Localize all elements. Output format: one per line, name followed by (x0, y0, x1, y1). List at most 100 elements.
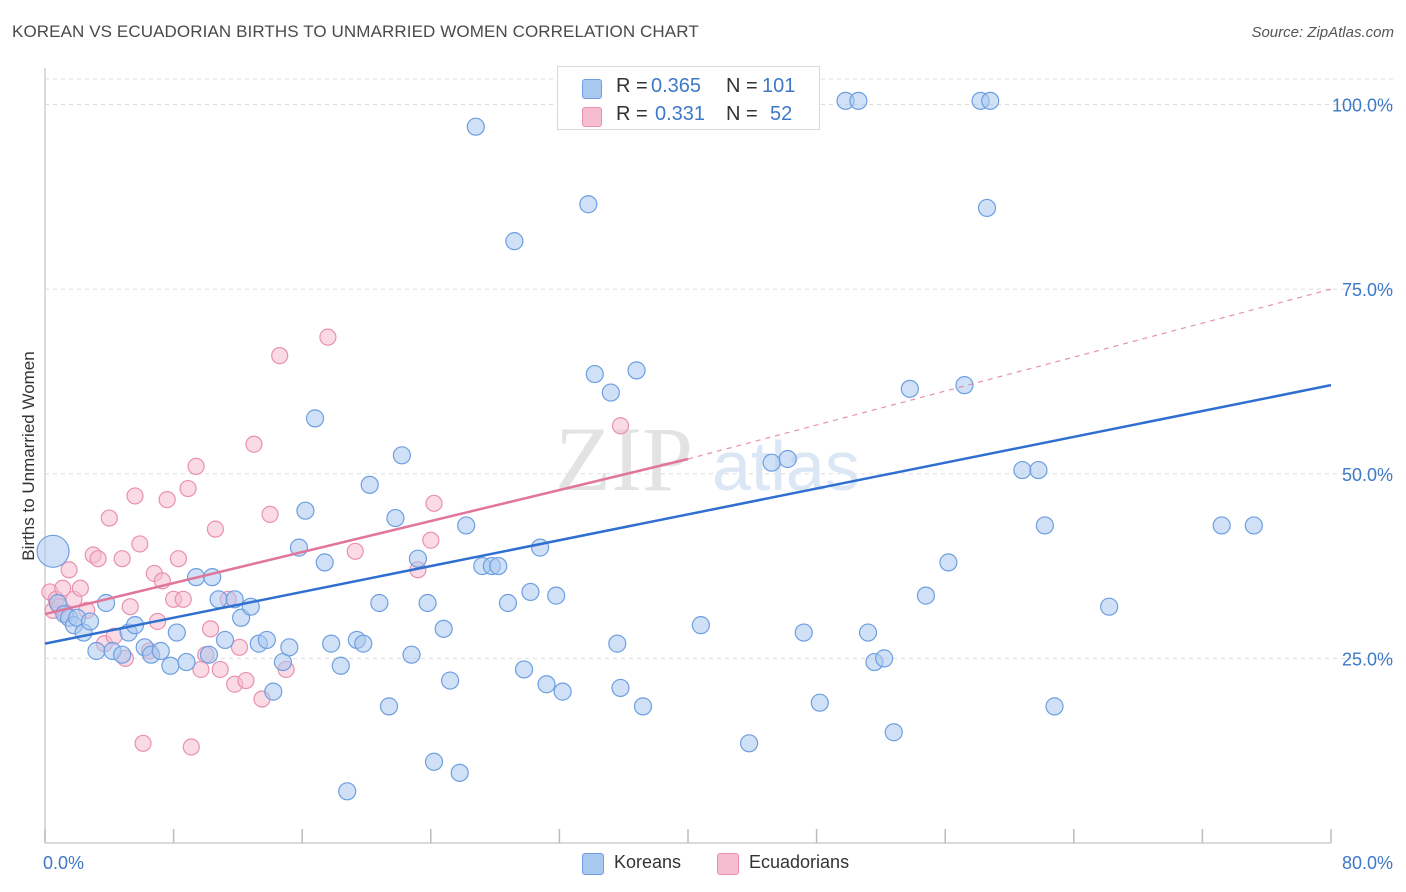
ecuadorians-point (319, 328, 337, 346)
koreans-point (161, 656, 180, 675)
ecuadorians-trend-line (44, 457, 689, 616)
koreans-point (440, 671, 460, 690)
ecuadorians-point (611, 417, 630, 435)
koreans-point (489, 556, 508, 576)
koreans-point (514, 660, 534, 679)
ecuadorians-point (131, 535, 149, 553)
koreans-point (875, 649, 894, 668)
koreans-swatch (582, 79, 602, 99)
koreans-point (579, 195, 598, 214)
koreans-point (36, 534, 70, 568)
legend-n-value: 101 (762, 75, 796, 97)
koreans-point (151, 641, 170, 661)
koreans-point (627, 361, 646, 380)
koreans-point (977, 198, 997, 218)
koreans-point (1045, 697, 1064, 716)
koreans-point (633, 697, 653, 716)
koreans-point (424, 752, 444, 771)
ecuadorians-point (89, 550, 107, 568)
ecuadorians-trend-extension (687, 288, 1332, 460)
koreans-point (418, 593, 437, 613)
koreans-point (916, 586, 936, 605)
legend-n-label: N = (726, 75, 758, 97)
koreans-point (1035, 516, 1054, 535)
koreans-point (1100, 597, 1119, 616)
y-tick-label: 75.0% (1342, 280, 1393, 300)
koreans-point (900, 379, 919, 398)
ecuadorians-swatch (582, 107, 602, 127)
legend-n-label: N = (726, 103, 758, 125)
koreans-legend-label: Koreans (614, 852, 682, 872)
koreans-point (331, 656, 350, 675)
ecuadorians-point (211, 660, 229, 679)
ecuadorians-point (134, 734, 152, 752)
koreans-legend-swatch (582, 853, 604, 875)
y-axis-title: Births to Unmarried Women (19, 351, 38, 560)
koreans-point (199, 645, 219, 664)
ecuadorians-point (60, 561, 78, 579)
legend-r-label: R = (616, 103, 648, 125)
tick-labels: 25.0% 50.0% 75.0% 100.0% 0.0% 80.0% (43, 96, 1393, 873)
koreans-point (1029, 460, 1048, 480)
legend-r-value: 0.365 (651, 75, 702, 97)
koreans-point (87, 641, 106, 661)
ecuadorians-point (71, 579, 89, 597)
koreans-point (408, 549, 428, 568)
koreans-point (113, 645, 132, 664)
y-tick-label: 25.0% (1342, 649, 1393, 669)
koreans-point (177, 652, 196, 672)
ecuadorians-point (158, 491, 176, 509)
koreans-point (810, 693, 829, 712)
ecuadorians-point (206, 520, 224, 538)
y-axis-title-group: Births to Unmarried Women (19, 351, 38, 560)
ecuadorians-point (230, 638, 249, 656)
ecuadorians-legend-swatch (717, 853, 739, 875)
koreans-point (547, 586, 566, 605)
y-tick-label: 50.0% (1342, 465, 1393, 485)
koreans-point (315, 553, 334, 572)
ecuadorians-point (169, 550, 188, 568)
source-credit: Source: ZipAtlas.com (1251, 24, 1394, 41)
koreans-point (498, 593, 518, 613)
koreans-point (457, 516, 476, 535)
koreans-point (450, 763, 469, 782)
ecuadorians-point (422, 531, 440, 549)
legend-n-value: 52 (770, 103, 793, 125)
koreans-point (379, 697, 399, 716)
koreans-point (585, 364, 604, 384)
legend-r-value: 0.331 (655, 103, 706, 125)
koreans-point (521, 582, 540, 602)
y-tick-label: 100.0% (1332, 96, 1393, 116)
ecuadorians-point (187, 457, 205, 475)
koreans-point (1212, 516, 1231, 535)
koreans-point (338, 782, 357, 801)
ecuadorians-point (425, 494, 443, 512)
koreans-point (1244, 516, 1263, 535)
ecuadorians-point (179, 479, 197, 498)
koreans-point (739, 734, 759, 753)
axes (44, 68, 1332, 844)
koreans-point (386, 508, 405, 528)
koreans-point (849, 91, 868, 110)
correlation-legend: R = 0.365 N = 101 R = 0.331 N = 52 (557, 66, 820, 130)
ecuadorians-point (182, 738, 200, 756)
grid-lines (45, 78, 1395, 659)
koreans-point (280, 638, 299, 657)
koreans-point (939, 553, 958, 572)
koreans-point (360, 475, 379, 494)
koreans-point (778, 449, 797, 469)
koreans-point (370, 593, 389, 613)
legend-row-ecuadorians: R = 0.331 N = 52 (558, 101, 819, 129)
x-tick-label: 80.0% (1342, 853, 1393, 873)
ecuadorians-legend-label: Ecuadorians (749, 852, 850, 872)
legend-row-koreans: R = 0.365 N = 101 (558, 73, 819, 101)
x-tick-label: 0.0% (43, 853, 84, 873)
koreans-point (537, 675, 556, 694)
ecuadorians-point (346, 542, 364, 560)
ecuadorians-point (113, 550, 131, 568)
chart-title: KOREAN VS ECUADORIAN BIRTHS TO UNMARRIED… (12, 22, 699, 41)
koreans-point (322, 634, 341, 653)
koreans-trend-line (44, 383, 1332, 645)
koreans-point (402, 645, 421, 664)
